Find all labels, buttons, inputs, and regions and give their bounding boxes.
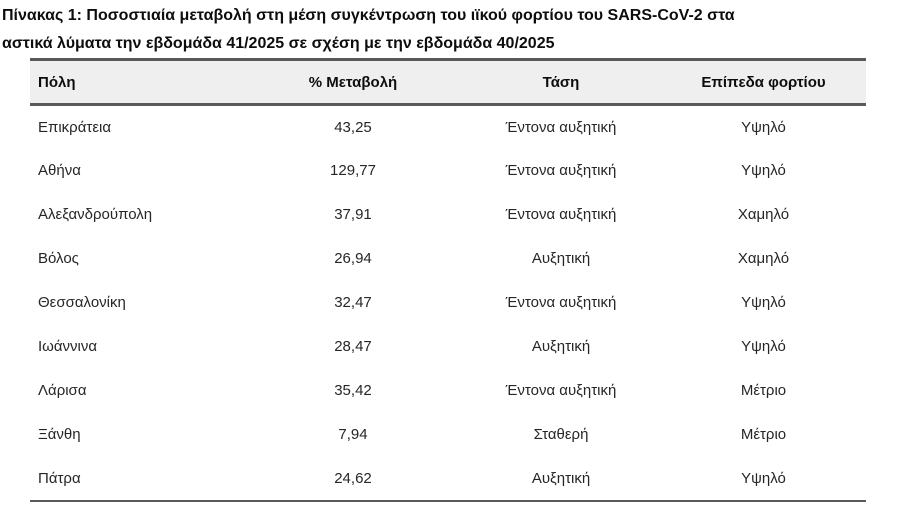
city-cell: Επικράτεια bbox=[38, 118, 112, 136]
change-cell: 28,47 bbox=[334, 338, 372, 355]
load-cell: Μέτριο bbox=[740, 426, 787, 443]
trend-cell: Έντονα αυξητική bbox=[505, 162, 617, 179]
change-cell: 7,94 bbox=[338, 426, 368, 443]
change-cell: 24,62 bbox=[245, 456, 461, 502]
city-cell: Πάτρα bbox=[30, 456, 245, 502]
table-row: Αθήνα 129,77 Έντονα αυξητική Υψηλό bbox=[30, 149, 866, 193]
trend-cell: Έντονα αυξητική bbox=[505, 206, 617, 223]
city-cell: Λάρισα bbox=[38, 382, 87, 399]
trend-cell: Σταθερή bbox=[533, 426, 589, 443]
change-cell: 43,25 bbox=[334, 118, 372, 136]
trend-cell: Αυξητική bbox=[531, 338, 591, 355]
table-row: Αλεξανδρούπολη 37,91 Έντονα αυξητική Χαμηλό bbox=[30, 193, 866, 237]
load-cell: Υψηλό bbox=[741, 294, 786, 311]
city-cell: Ιωάννινα bbox=[38, 338, 98, 355]
city-cell: Βόλος bbox=[38, 250, 79, 267]
column-header-load: Επίπεδα φορτίου bbox=[661, 58, 866, 106]
table-body: Επικράτεια 43,25 Έντονα αυξητική Υψηλό Αθήνα… bbox=[30, 105, 866, 502]
trend-cell: Αυξητική bbox=[531, 250, 591, 267]
column-header-trend: Τάση bbox=[461, 58, 661, 106]
load-cell: Υψηλό bbox=[741, 162, 786, 179]
table-header: Πόλη % Μεταβολή Τάση Επίπεδα φορτίου bbox=[30, 58, 866, 106]
city-cell: Θεσσαλονίκη bbox=[38, 294, 126, 311]
table-caption-line-2: αστικά λύματα την εβδομάδα 41/2025 σε σχ… bbox=[2, 35, 555, 52]
table-row: Επικράτεια 43,25 Έντονα αυξητική Υψηλό bbox=[30, 105, 866, 149]
table-row: Βόλος 26,94 Αυξητική Χαμηλό bbox=[30, 237, 866, 281]
change-cell: 37,91 bbox=[334, 206, 372, 223]
city-cell: Αθήνα bbox=[38, 162, 81, 179]
table-row: Πάτρα 24,62 Αυξητική Υψηλό bbox=[30, 456, 866, 502]
load-cell: Υψηλό bbox=[741, 338, 786, 355]
table-row: Ξάνθη 7,94 Σταθερή Μέτριο bbox=[30, 413, 866, 457]
trend-cell: Έντονα αυξητική bbox=[505, 118, 617, 136]
table-header-row: Πόλη % Μεταβολή Τάση Επίπεδα φορτίου bbox=[30, 58, 866, 106]
table-caption: Πίνακας 1: Ποσοστιαία μεταβολή στη μέση … bbox=[2, 2, 898, 58]
trend-cell: Αυξητική bbox=[461, 456, 661, 502]
table-row: Λάρισα 35,42 Έντονα αυξητική Μέτριο bbox=[30, 369, 866, 413]
change-cell: 35,42 bbox=[334, 382, 372, 399]
load-cell: Υψηλό bbox=[661, 456, 866, 502]
table-caption-line-1: Πίνακας 1: Ποσοστιαία μεταβολή στη μέση … bbox=[2, 7, 735, 24]
wastewater-table-container: Πόλη % Μεταβολή Τάση Επίπεδα φορτίου Επι… bbox=[30, 58, 866, 502]
table-row: Θεσσαλονίκη 32,47 Έντονα αυξητική Υψηλό bbox=[30, 281, 866, 325]
load-cell: Χαμηλό bbox=[737, 206, 790, 223]
city-cell: Αλεξανδρούπολη bbox=[38, 206, 153, 223]
load-cell: Χαμηλό bbox=[737, 250, 790, 267]
table-row: Ιωάννινα 28,47 Αυξητική Υψηλό bbox=[30, 325, 866, 369]
trend-cell: Έντονα αυξητική bbox=[505, 382, 617, 399]
load-cell: Υψηλό bbox=[741, 118, 786, 136]
change-cell: 26,94 bbox=[334, 250, 372, 267]
trend-cell: Έντονα αυξητική bbox=[505, 294, 617, 311]
change-cell: 129,77 bbox=[330, 162, 376, 179]
city-cell: Ξάνθη bbox=[38, 426, 81, 443]
wastewater-table: Πόλη % Μεταβολή Τάση Επίπεδα φορτίου Επι… bbox=[30, 58, 866, 502]
column-header-change: % Μεταβολή bbox=[245, 58, 461, 106]
change-cell: 32,47 bbox=[334, 294, 372, 311]
column-header-city: Πόλη bbox=[30, 58, 245, 106]
load-cell: Μέτριο bbox=[740, 382, 787, 399]
